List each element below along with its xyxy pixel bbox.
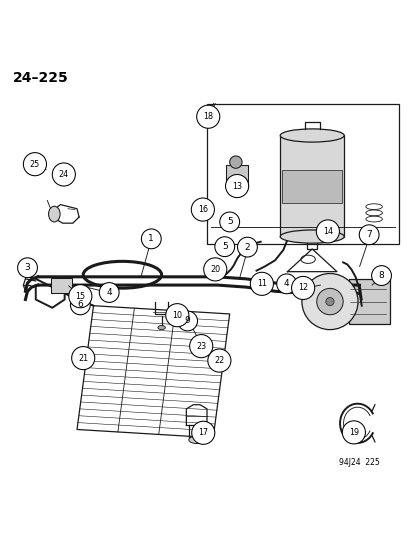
Text: 24–225: 24–225 [13,70,69,85]
Text: 21: 21 [78,353,88,362]
Text: 94J24  225: 94J24 225 [338,458,379,466]
Text: 13: 13 [232,182,242,190]
Ellipse shape [157,326,165,329]
Circle shape [70,295,90,315]
Circle shape [198,201,208,212]
Circle shape [177,311,197,331]
Text: 24: 24 [59,170,69,179]
Circle shape [301,273,357,329]
Circle shape [342,421,365,444]
Text: 25: 25 [30,160,40,168]
Text: 20: 20 [210,265,220,274]
Text: 5: 5 [226,217,232,227]
Bar [282,169,341,203]
Circle shape [219,212,239,232]
Text: 14: 14 [322,227,332,236]
Bar [280,135,343,237]
Circle shape [316,220,339,243]
Text: 12: 12 [297,284,307,293]
Text: 7: 7 [366,230,371,239]
Text: 15: 15 [75,292,85,301]
Text: 10: 10 [172,311,182,320]
Circle shape [207,349,230,372]
Text: 11: 11 [256,279,266,288]
Circle shape [141,229,161,249]
Text: 5: 5 [221,242,227,251]
Circle shape [291,277,314,300]
Ellipse shape [48,206,60,222]
Circle shape [18,258,37,278]
Ellipse shape [280,230,343,243]
Text: 22: 22 [214,356,224,365]
Text: 3: 3 [25,263,30,272]
Bar [348,279,389,324]
Circle shape [189,335,212,358]
Circle shape [52,163,75,186]
Circle shape [71,346,95,370]
Circle shape [99,282,119,302]
Text: 19: 19 [348,428,358,437]
Text: 1: 1 [148,235,154,244]
Circle shape [214,237,234,256]
Circle shape [196,105,219,128]
Circle shape [325,297,333,306]
Circle shape [316,288,342,315]
Circle shape [69,285,92,308]
Text: 9: 9 [184,317,190,326]
Bar [206,103,398,244]
Text: 6: 6 [77,301,83,309]
Circle shape [229,156,242,168]
Text: 2: 2 [244,243,249,252]
Circle shape [276,274,296,294]
Bar [51,278,72,293]
Bar [225,165,248,186]
Circle shape [225,174,248,198]
Text: 4: 4 [283,279,289,288]
Circle shape [191,198,214,221]
Circle shape [358,225,378,245]
Circle shape [237,237,257,257]
Circle shape [23,152,46,176]
Text: 8: 8 [378,271,384,280]
Circle shape [203,258,226,281]
Circle shape [371,265,391,286]
Text: 17: 17 [198,429,208,437]
Ellipse shape [188,436,204,443]
Circle shape [165,304,188,327]
Text: 23: 23 [196,342,206,351]
Text: 18: 18 [203,112,213,121]
Circle shape [191,421,214,445]
Text: 4: 4 [106,288,112,297]
Text: 16: 16 [197,205,207,214]
Ellipse shape [280,129,343,142]
Circle shape [250,272,273,295]
